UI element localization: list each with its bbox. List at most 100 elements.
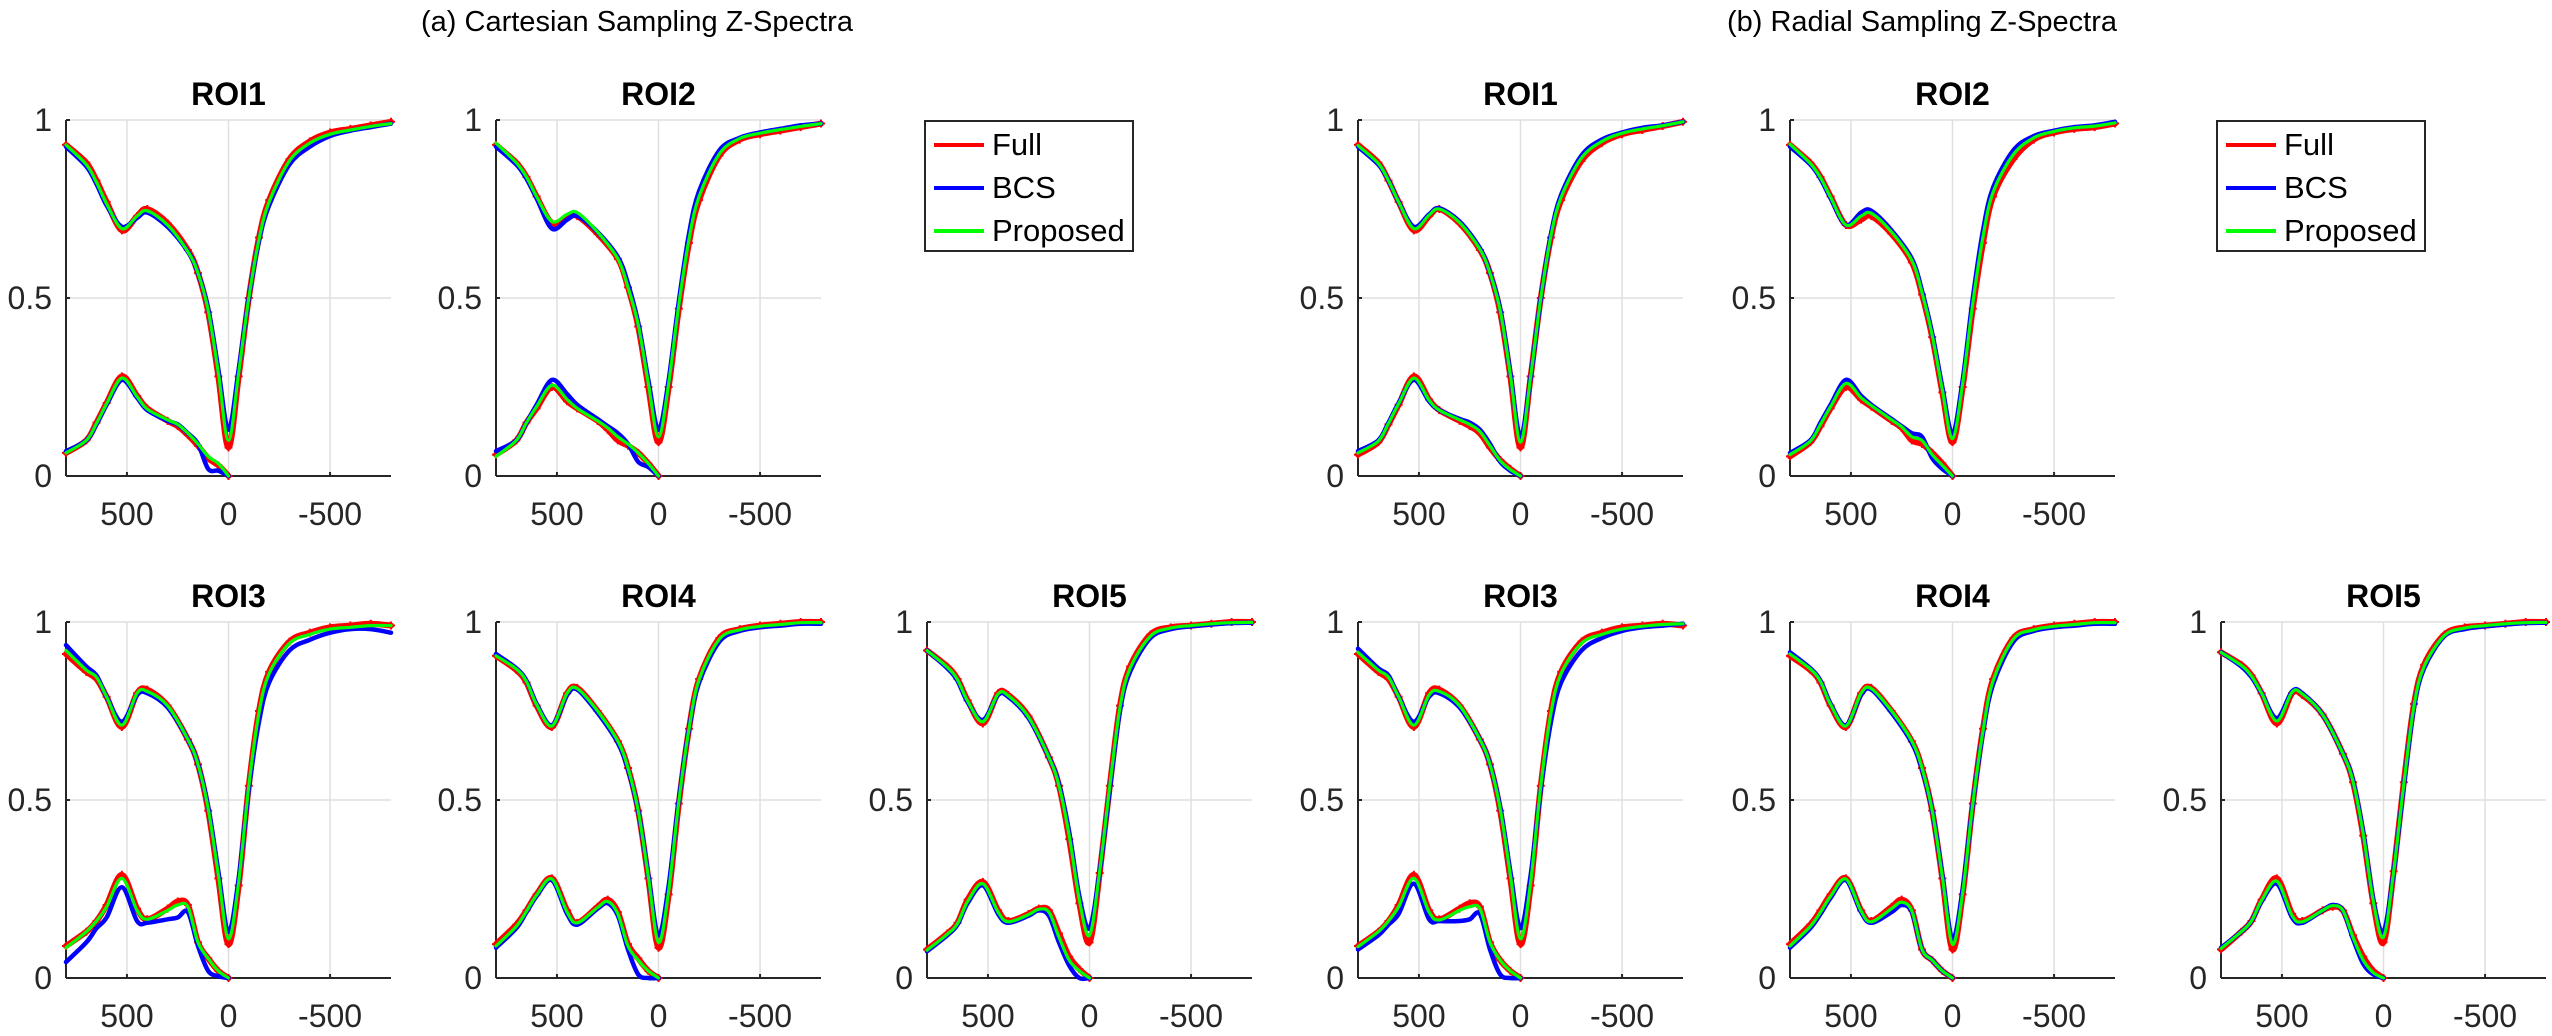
y-tick-label: 0.5 [438, 280, 482, 316]
subplot-title: ROI4 [621, 578, 696, 614]
series-proposed-z-spectrum [1356, 120, 1685, 444]
subplot-title: ROI3 [191, 578, 266, 614]
series-proposed-z-spectrum [64, 122, 393, 442]
full-marker [1516, 443, 1525, 452]
legend-entry-full: Full [934, 125, 1042, 165]
subplot-roi1: 500 0 -500 0 0.5 1 ROI1 [1300, 76, 1687, 532]
y-tick-label: 1 [1326, 102, 1344, 138]
legend-swatch-bcs [934, 186, 984, 190]
x-tick-label: 500 [530, 496, 583, 532]
series-proposed-z-spectrum [64, 623, 393, 941]
subplot-roi2: 500 0 -500 0 0.5 1 ROI2 [1732, 76, 2119, 532]
series-proposed-z-spectrum [494, 122, 823, 439]
series-proposed-z-spectrum [1356, 622, 1685, 941]
series-proposed-asymmetry [494, 877, 661, 980]
x-tick-label: 0 [220, 998, 238, 1034]
y-tick-label: 0.5 [8, 782, 52, 818]
x-tick-label: 0 [1944, 998, 1962, 1034]
y-tick-label: 0.5 [1300, 782, 1344, 818]
full-marker [1948, 945, 1957, 954]
subplot-roi2: 500 0 -500 0 0.5 1 ROI2 [438, 76, 825, 532]
x-tick-label: 500 [100, 496, 153, 532]
legend-swatch-proposed [2226, 229, 2276, 233]
series-proposed-z-spectrum [925, 620, 1254, 938]
x-tick-label: -500 [1159, 998, 1223, 1034]
legend-label-proposed: Proposed [2284, 213, 2417, 248]
x-tick-label: 0 [1944, 496, 1962, 532]
series-proposed-asymmetry [1356, 876, 1523, 980]
x-tick-label: 0 [2375, 998, 2393, 1034]
y-tick-label: 1 [1326, 604, 1344, 640]
x-tick-label: 0 [1512, 496, 1530, 532]
legend-label-bcs: BCS [992, 170, 1056, 205]
panel-title-radial: (b) Radial Sampling Z-Spectra [1726, 6, 2118, 38]
series-bcs-asymmetry [63, 377, 231, 479]
panel-title-cartesian: (a) Cartesian Sampling Z-Spectra [421, 6, 853, 38]
y-tick-label: 0 [1758, 960, 1776, 996]
y-tick-label: 0 [34, 960, 52, 996]
y-tick-label: 0 [464, 960, 482, 996]
legend-label-full: Full [2284, 127, 2334, 162]
y-tick-label: 0.5 [2163, 782, 2207, 818]
full-marker [224, 443, 233, 452]
subplot-title: ROI3 [1483, 578, 1558, 614]
series-proposed-z-spectrum [1788, 620, 2117, 946]
y-tick-label: 1 [34, 604, 52, 640]
y-tick-label: 0 [1326, 458, 1344, 494]
y-tick-label: 0 [895, 960, 913, 996]
subplot-roi5: 500 0 -500 0 0.5 1 ROI5 [2163, 578, 2550, 1034]
y-tick-label: 1 [2189, 604, 2207, 640]
series-proposed-asymmetry [1788, 381, 1955, 478]
legend-entry-full: Full [2226, 125, 2334, 165]
x-tick-label: -500 [2022, 998, 2086, 1034]
legend-label-full: Full [992, 127, 1042, 162]
series-bcs-asymmetry [1355, 377, 1523, 479]
x-tick-label: 500 [1824, 998, 1877, 1034]
series-proposed-asymmetry [64, 376, 231, 478]
legend-cartesian: Full BCS Proposed [924, 120, 1134, 252]
legend-label-proposed: Proposed [992, 213, 1125, 248]
legend-swatch-full [934, 143, 984, 147]
series-proposed-asymmetry [2219, 879, 2386, 980]
subplot-roi4: 500 0 -500 0 0.5 1 ROI4 [1732, 578, 2119, 1034]
subplot-title: ROI5 [1052, 578, 1127, 614]
series-proposed-asymmetry [1356, 376, 1523, 478]
x-tick-label: -500 [298, 998, 362, 1034]
subplot-title: ROI2 [1915, 76, 1990, 112]
subplot-title: ROI2 [621, 76, 696, 112]
series-bcs-asymmetry [1787, 877, 1955, 981]
y-tick-label: 0 [34, 458, 52, 494]
series-bcs-asymmetry [63, 884, 231, 981]
full-marker [2379, 938, 2388, 947]
full-marker [1085, 938, 1094, 947]
y-tick-label: 1 [464, 604, 482, 640]
x-tick-label: -500 [1590, 998, 1654, 1034]
x-tick-label: 500 [1392, 998, 1445, 1034]
y-tick-label: 0.5 [1732, 280, 1776, 316]
x-tick-label: 0 [650, 998, 668, 1034]
y-tick-label: 0.5 [1300, 280, 1344, 316]
y-tick-label: 0 [2189, 960, 2207, 996]
series-full-asymmetry [1355, 373, 1524, 479]
subplot-title: ROI5 [2346, 578, 2421, 614]
legend-label-bcs: BCS [2284, 170, 2348, 205]
series-bcs-asymmetry [493, 877, 661, 981]
series-proposed-asymmetry [64, 876, 231, 980]
y-tick-label: 0 [1758, 458, 1776, 494]
x-tick-label: 0 [1512, 998, 1530, 1034]
y-tick-label: 1 [895, 604, 913, 640]
x-tick-label: 500 [961, 998, 1014, 1034]
x-tick-label: 0 [650, 496, 668, 532]
series-bcs-asymmetry [2218, 881, 2386, 981]
series-bcs-asymmetry [1787, 377, 1955, 479]
series-bcs-asymmetry [1355, 881, 1523, 981]
series-full-asymmetry [1787, 875, 1956, 981]
x-tick-label: -500 [298, 496, 362, 532]
x-tick-label: 500 [1824, 496, 1877, 532]
x-tick-label: 0 [1081, 998, 1099, 1034]
subplot-roi3: 500 0 -500 0 0.5 1 ROI3 [8, 578, 395, 1034]
legend-entry-proposed: Proposed [934, 211, 1125, 251]
legend-entry-bcs: BCS [2226, 168, 2348, 208]
series-proposed-z-spectrum [1788, 121, 2117, 441]
